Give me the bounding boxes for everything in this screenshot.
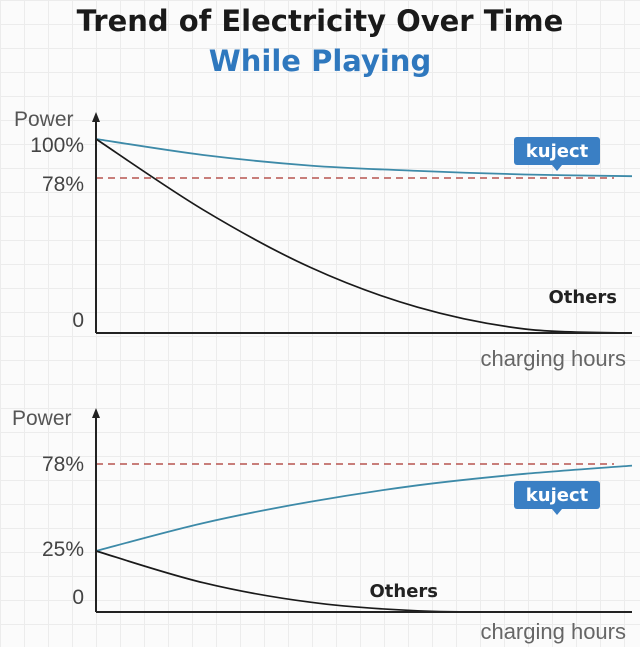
chart2-kuject-badge-label: kuject bbox=[526, 485, 589, 506]
chart1-y-tick-label: 100% bbox=[30, 134, 84, 157]
chart1-others-label: Others bbox=[548, 287, 617, 308]
chart2-others-label: Others bbox=[369, 581, 438, 602]
chart1-series-line-others bbox=[95, 138, 633, 334]
chart2-y-axis-arrow bbox=[92, 408, 100, 418]
chart1-y-tick-label: 0 bbox=[72, 309, 84, 332]
chart1-kuject-badge-label: kuject bbox=[526, 141, 589, 162]
chart2-kuject-badge-pointer bbox=[552, 509, 562, 515]
chart1-kuject-badge-pointer bbox=[552, 165, 562, 171]
chart1-kuject-badge bbox=[514, 137, 600, 165]
chart2-kuject-badge bbox=[514, 481, 600, 509]
chart2-series-line-kuject bbox=[95, 464, 633, 552]
chart2-y-axis-label: Power bbox=[12, 407, 72, 430]
chart1-series-line-kuject bbox=[95, 138, 633, 178]
chart1-x-axis-label: charging hours bbox=[480, 346, 626, 371]
chart2-series-line-others bbox=[95, 550, 633, 613]
chart2-y-tick-label: 78% bbox=[42, 453, 84, 476]
chart1-y-axis-label: Power bbox=[14, 108, 74, 131]
chart1-y-tick-label: 78% bbox=[42, 173, 84, 196]
chart2-y-tick-label: 25% bbox=[42, 538, 84, 561]
chart-title: Trend of Electricity Over Time bbox=[76, 4, 564, 38]
chart2-y-tick-label: 0 bbox=[72, 586, 84, 609]
chart1-y-axis-arrow bbox=[92, 112, 100, 122]
chart2-x-axis-label: charging hours bbox=[480, 619, 626, 644]
chart-subtitle: While Playing bbox=[208, 44, 432, 78]
